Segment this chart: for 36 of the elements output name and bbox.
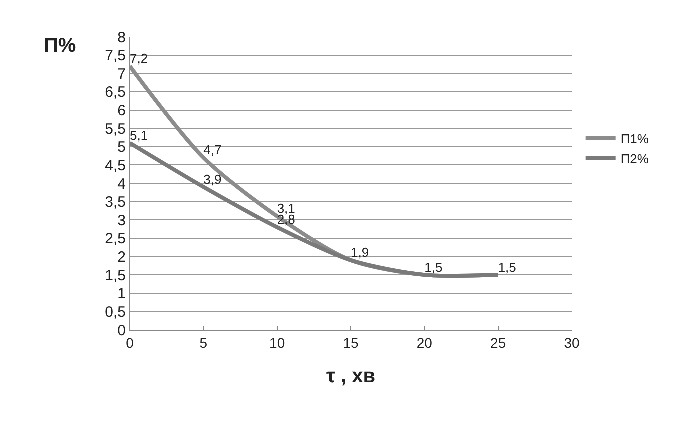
x-tick-label: 5: [200, 334, 208, 351]
y-tick-label: 5: [118, 139, 126, 156]
line-series: [130, 141, 500, 278]
x-tick-label: 25: [490, 334, 506, 351]
x-axis-title: τ , хв: [326, 365, 376, 388]
x-tick-label: 10: [270, 334, 286, 351]
y-tick-label: 8: [118, 29, 126, 46]
x-tick-label: 20: [416, 334, 433, 351]
legend-label: П2%: [620, 151, 650, 166]
y-axis-title: П%: [44, 35, 76, 57]
data-label: 1,5: [424, 260, 443, 275]
y-tick-label: 1: [118, 286, 126, 303]
y-tick-label: 7: [118, 66, 126, 83]
data-label: 3,1: [277, 201, 296, 216]
y-tick-label: 2,5: [105, 230, 126, 248]
data-label: 1,9: [351, 245, 370, 260]
y-tick-label: 4,5: [105, 157, 126, 174]
data-label: 7,2: [130, 51, 148, 66]
y-tick-label: 6,5: [105, 84, 126, 102]
y-tick-label: 4: [118, 176, 126, 193]
y-tick-label: 2: [118, 249, 126, 266]
data-label: 5,1: [130, 128, 148, 143]
data-label: 3,9: [204, 172, 222, 187]
data-label: 1,5: [498, 260, 516, 275]
x-tick-label: 15: [343, 334, 359, 351]
y-tick-label: 0: [118, 322, 126, 340]
x-tick-label: 30: [564, 334, 580, 351]
y-tick-label: 3: [118, 212, 126, 230]
data-label: 4,7: [204, 142, 222, 158]
y-tick-label: 1,5: [105, 267, 126, 284]
y-tick-label: 7,5: [105, 48, 126, 65]
y-tick-label: 3,5: [105, 194, 126, 212]
y-tick-label: 0,5: [105, 304, 126, 321]
y-tick-label: 6: [118, 102, 126, 120]
legend-label: П1%: [620, 131, 650, 146]
y-tick-label: 5,5: [105, 120, 126, 138]
